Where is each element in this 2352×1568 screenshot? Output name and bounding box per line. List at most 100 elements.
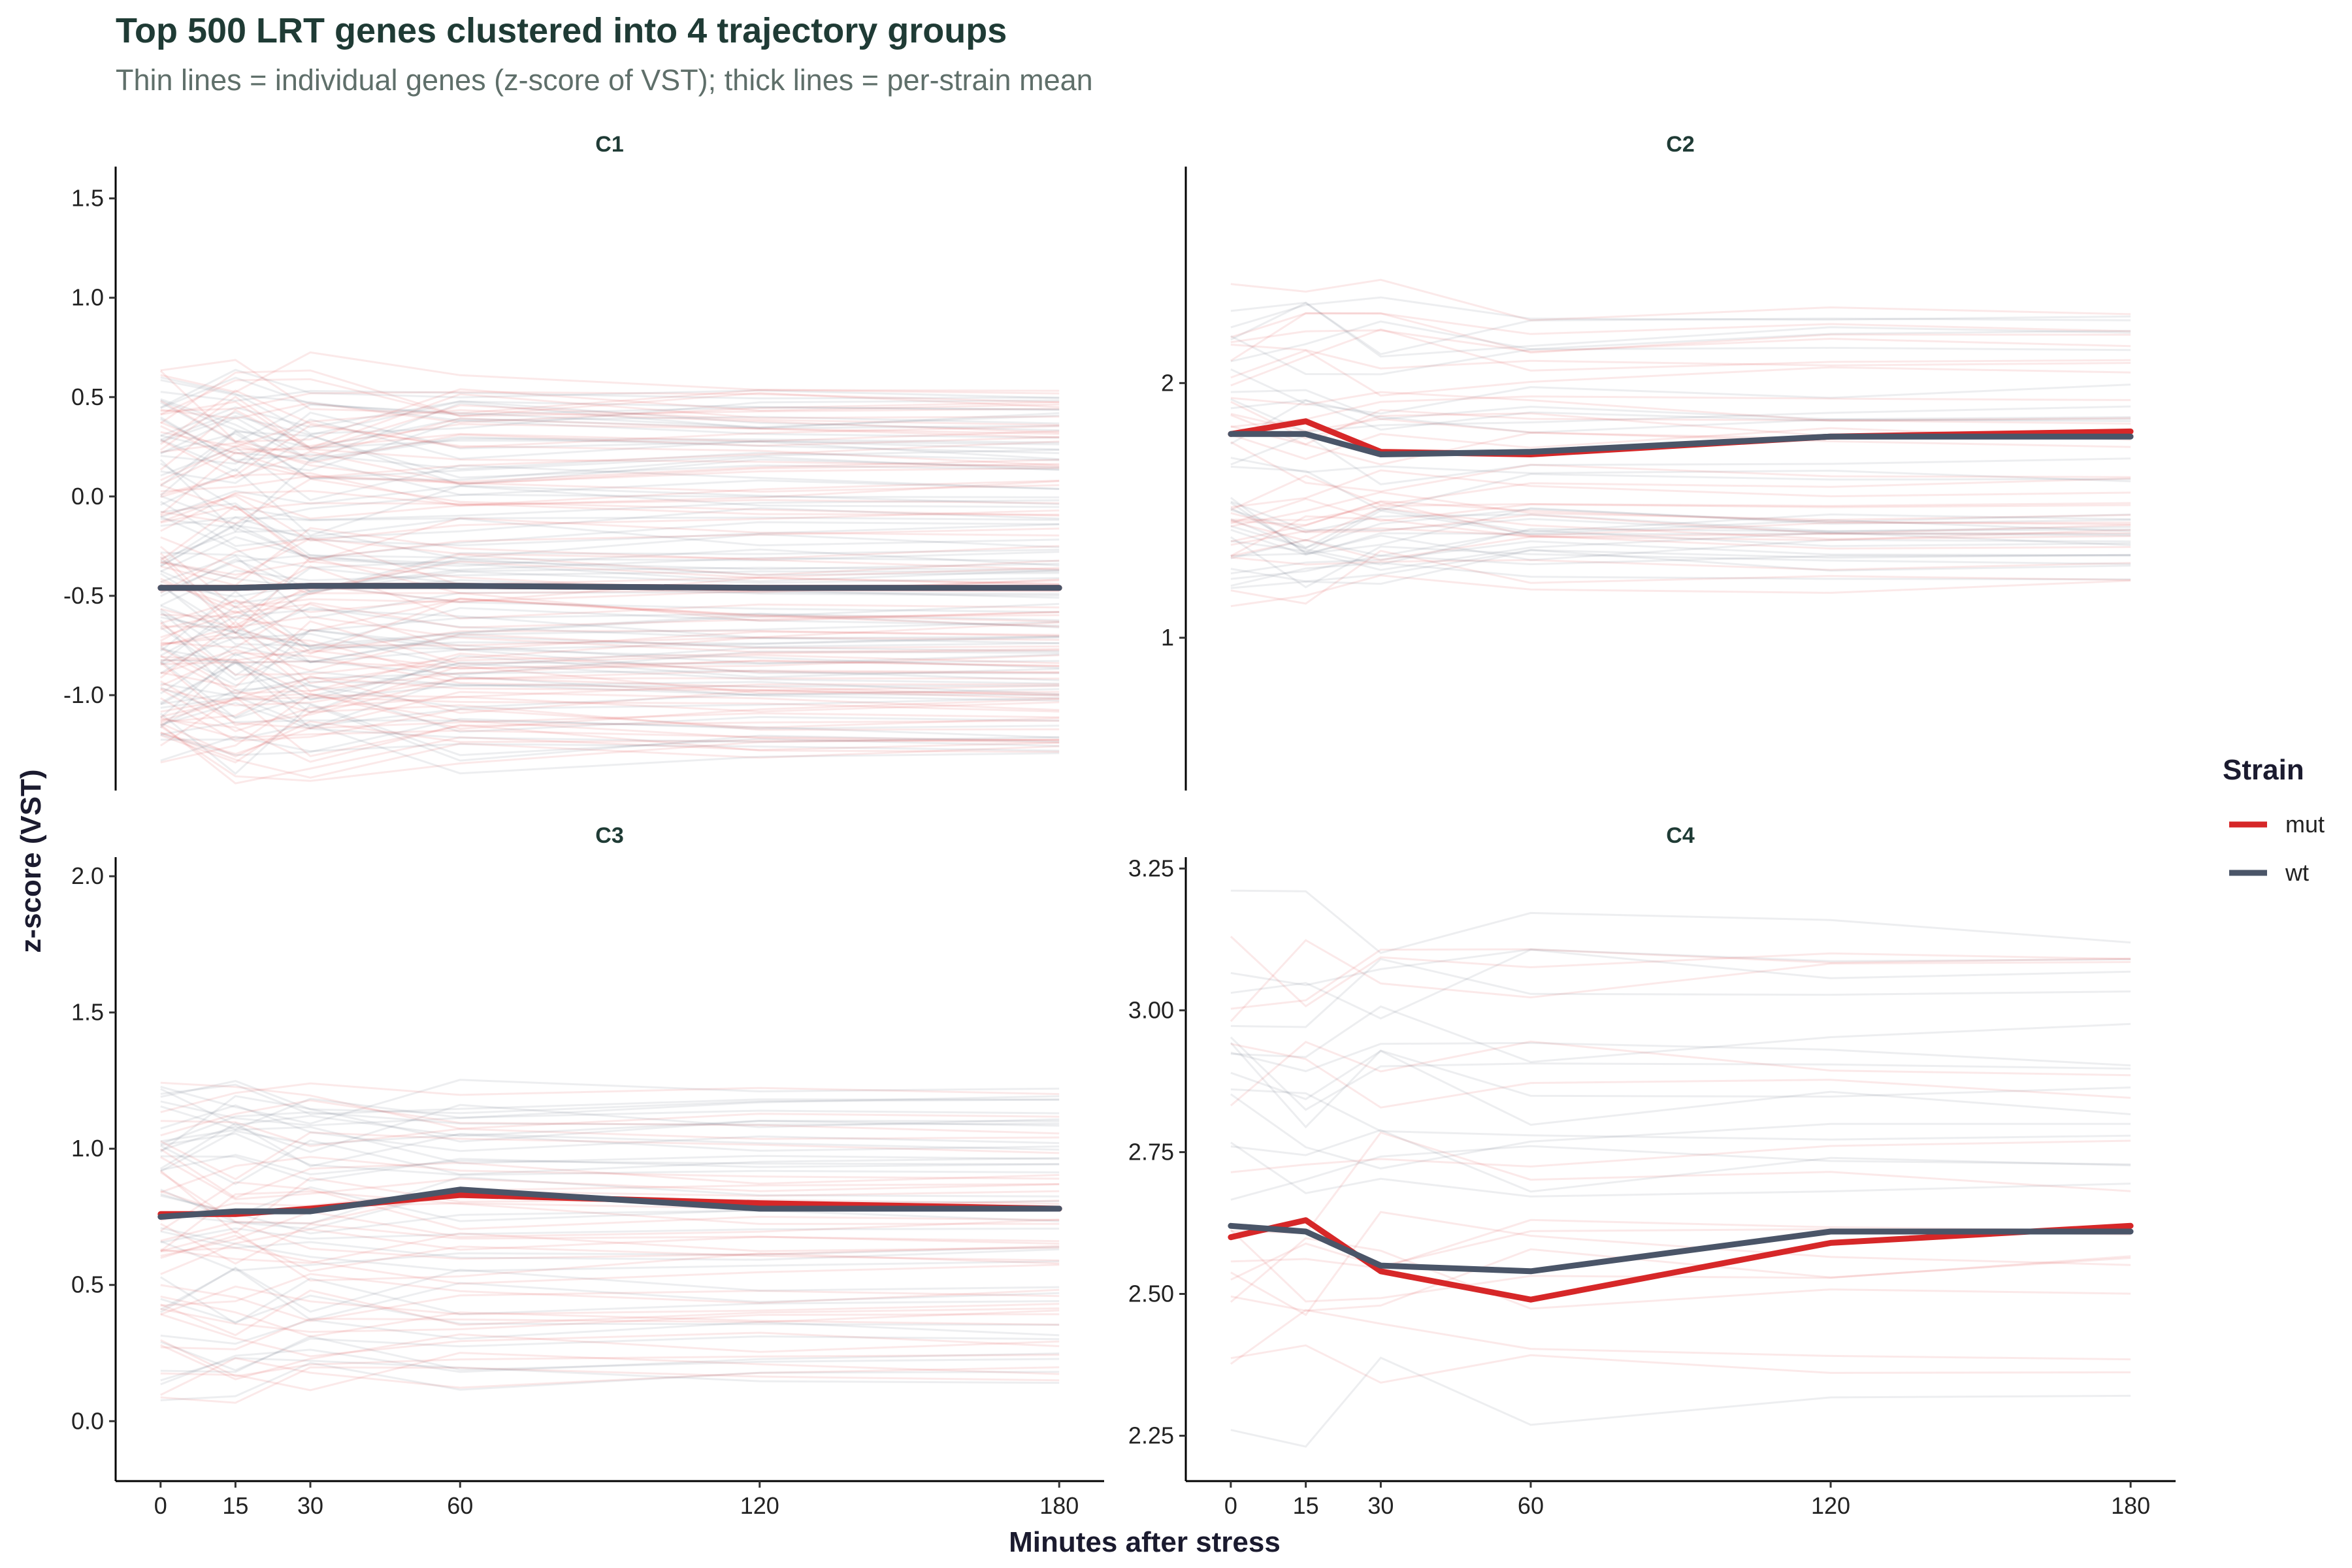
gene-line [160,616,1060,664]
y-tick-label: 3.25 [1128,855,1174,881]
gene-line [159,1095,1060,1153]
gene-line [1230,427,2131,461]
gene-line [160,1211,1060,1257]
facet-strip-label: C3 [595,823,623,848]
gene-line [1230,457,2131,483]
y-tick-label: 1.0 [71,1135,104,1162]
gene-line [159,431,1060,497]
gene-line [160,516,1060,547]
gene-line [160,479,1060,525]
gene-line [160,376,1060,416]
gene-line [160,683,1060,728]
gene-line [1230,497,2131,555]
gene-line [159,610,1060,677]
gene-line [160,1155,1060,1182]
gene-line [160,608,1060,657]
gene-line [160,633,1060,675]
gene-line [1230,1211,2131,1316]
gene-line [160,655,1060,694]
gene-line [160,565,1060,620]
gene-line [1230,574,2131,608]
gene-line [160,1247,1060,1285]
gene-line [160,1234,1060,1273]
chart-title: Top 500 LRT genes clustered into 4 traje… [116,11,1007,50]
gene-line [160,1126,1060,1165]
gene-line [1230,349,2131,397]
gene-line [160,1232,1060,1264]
gene-line [160,517,1060,559]
gene-line [1230,1139,2131,1173]
gene-line [1230,527,2131,550]
gene-line [160,1266,1060,1313]
gene-line [1230,1309,2131,1365]
gene-line [1230,399,2131,445]
gene-line [159,370,1060,443]
gene-line [160,434,1060,460]
gene-line [160,402,1060,461]
gene-line [160,529,1060,562]
gene-line [160,649,1060,670]
facet-strip-label: C2 [1666,132,1694,157]
gene-line [1230,1036,2131,1111]
gene-line [160,378,1060,417]
gene-line [160,416,1060,472]
gene-line [160,502,1060,559]
x-tick-label: 180 [2111,1492,2150,1519]
panel-c4: C4 2.25 2.50 2.75 3.00 3.25 0 15 30 60 120 180 [1128,823,2176,1519]
y-tick-label: -1.0 [63,681,104,708]
gene-line [1230,507,2131,549]
gene-line [160,1240,1060,1272]
gene-line [1230,1049,2131,1126]
gene-line [1230,391,2131,422]
gene-line [160,718,1060,763]
gene-line [160,1222,1060,1265]
gene-line [160,585,1060,647]
gene-line [1230,434,2131,485]
gene-line [1230,948,2131,987]
gene-line [160,684,1060,733]
gene-line [160,400,1060,437]
gene-line [160,608,1060,657]
gene-line [1230,1129,2131,1193]
gene-line [160,409,1060,448]
gene-line [160,561,1060,614]
gene-line [159,451,1060,515]
gene-line [160,485,1060,519]
gene-line [159,725,1060,782]
gene-line [160,1267,1060,1321]
gene-line [160,712,1060,755]
gene-line [160,631,1060,693]
series-line-wt [157,1186,1062,1220]
gene-line [160,566,1060,622]
gene-line [160,1362,1060,1401]
gene-line [160,527,1060,587]
gene-line [160,551,1060,570]
gene-line [159,504,1060,564]
gene-line [159,619,1060,698]
gene-line [1230,500,2131,537]
gene-line [1230,556,2131,571]
gene-line [160,606,1060,666]
gene-line [1230,518,2131,566]
gene-line [160,536,1060,583]
gene-line [1230,1218,2131,1269]
gene-line [160,439,1060,485]
gene-line [1230,529,2131,559]
gene-line [159,652,1060,719]
gene-line [160,696,1060,757]
gene-line [160,425,1060,479]
gene-line [160,692,1060,730]
gene-line [160,495,1060,542]
gene-line [160,1156,1060,1201]
gene-line [1230,1040,2131,1107]
gene-line [160,1227,1060,1272]
gene-line [1230,1042,2131,1129]
gene-line [160,1122,1060,1170]
x-tick-label: 0 [1224,1492,1237,1519]
gene-line [160,1296,1060,1338]
gene-line [160,468,1060,537]
gene-line [1230,507,2131,542]
legend-label-mut: mut [2285,811,2325,838]
gene-line [160,717,1060,757]
gene-line [160,489,1060,532]
